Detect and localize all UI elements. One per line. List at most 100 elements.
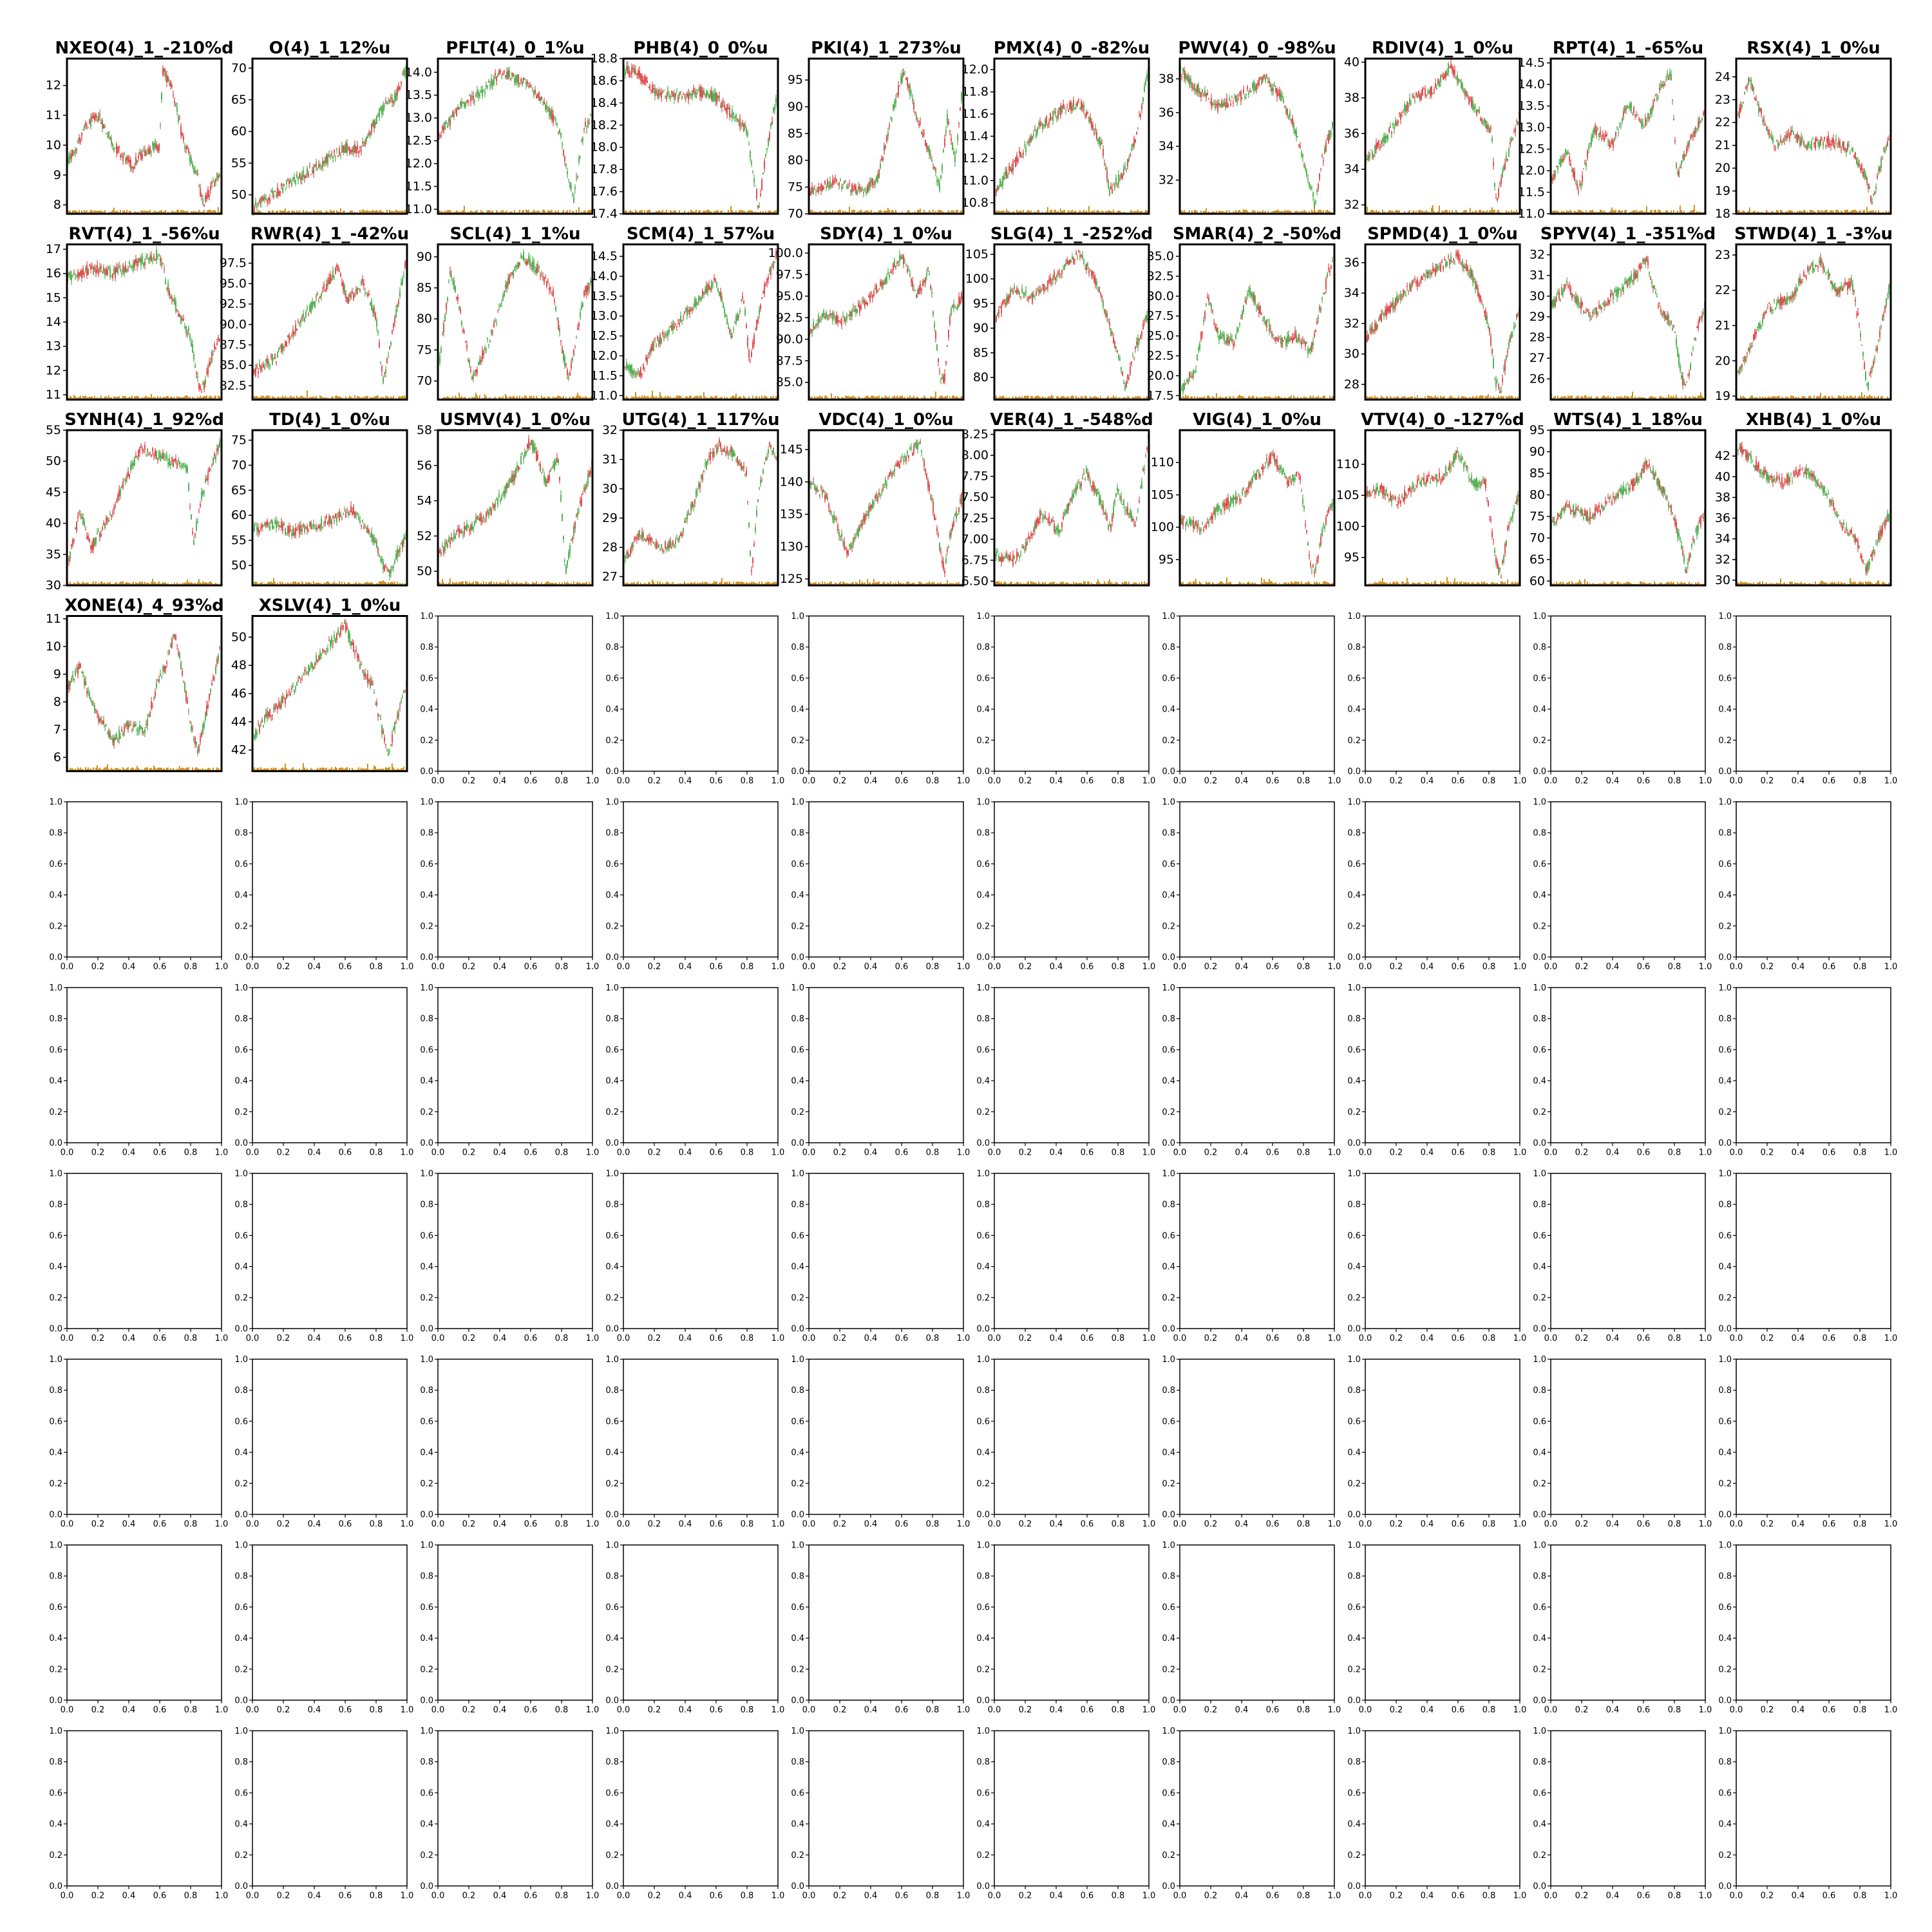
volume-bar — [197, 396, 198, 400]
volume-bar — [761, 395, 762, 400]
candle-body — [1862, 171, 1864, 176]
volume-bar — [402, 395, 403, 400]
candle-body — [1776, 140, 1777, 142]
ytick-label: 11.0 — [961, 173, 989, 187]
volume-bar — [474, 211, 475, 214]
volume-bar — [519, 209, 520, 214]
volume-bar — [1233, 211, 1234, 214]
volume-bar — [200, 211, 201, 214]
volume-bar — [1580, 210, 1582, 214]
volume-bar — [1189, 210, 1190, 214]
volume-bar — [1275, 210, 1276, 214]
candle-body — [1376, 143, 1377, 150]
volume-bar — [187, 211, 188, 214]
candle-body — [815, 191, 817, 193]
volume-bar — [464, 397, 465, 400]
candle-body — [510, 276, 511, 278]
volume-bar — [1320, 209, 1321, 214]
volume-bar — [889, 210, 890, 214]
volume-bar — [1513, 211, 1515, 214]
candle-body — [1381, 141, 1382, 144]
volume-bar — [828, 211, 829, 214]
volume-bar — [555, 210, 556, 214]
candle-body — [388, 355, 389, 357]
candle-body — [1377, 142, 1378, 147]
volume-bar — [272, 210, 273, 214]
volume-bar — [273, 397, 274, 400]
volume-bar — [586, 396, 587, 400]
volume-bar — [1409, 210, 1410, 214]
volume-bar — [113, 207, 115, 214]
volume-bar — [475, 211, 477, 214]
ytick-label: 10 — [46, 138, 61, 152]
candle-body — [1739, 108, 1740, 118]
candle-body — [198, 383, 200, 389]
candle-body — [875, 180, 876, 185]
volume-bar — [1078, 211, 1079, 214]
candle-body — [128, 269, 129, 270]
ytick-label: 18.2 — [591, 118, 618, 132]
volume-bar — [720, 397, 721, 400]
volume-bar — [873, 211, 875, 214]
candle-body — [1240, 91, 1242, 102]
candle-body — [662, 92, 663, 93]
volume-bar — [321, 211, 322, 214]
candle-body — [1234, 97, 1235, 99]
candle-body — [108, 131, 109, 137]
volume-bar — [144, 397, 146, 400]
candle-body — [319, 164, 321, 167]
candle-body — [1672, 100, 1673, 101]
candle-body — [1512, 137, 1513, 140]
candle-body — [322, 161, 323, 167]
candle-body — [905, 78, 907, 80]
volume-bar — [641, 210, 643, 214]
candle-body — [116, 267, 117, 272]
volume-bar — [677, 395, 679, 400]
candle-body — [567, 370, 568, 375]
candle-body — [1229, 98, 1230, 101]
volume-bar — [316, 211, 317, 214]
volume-bar — [1137, 209, 1139, 214]
volume-bar — [204, 209, 205, 214]
volume-bar — [294, 211, 295, 214]
volume-bar — [334, 210, 335, 214]
volume-bar — [352, 211, 353, 214]
candle-body — [374, 120, 375, 129]
volume-bar — [1064, 209, 1065, 214]
candle-body — [1057, 111, 1059, 118]
ytick-label: 12.5 — [1518, 142, 1545, 156]
candle-body — [1006, 169, 1007, 178]
volume-bar — [368, 211, 370, 214]
candle-body — [206, 194, 207, 200]
candle-body — [1752, 84, 1753, 91]
volume-bar — [451, 211, 452, 214]
candle-body — [337, 266, 339, 270]
volume-bar — [645, 396, 647, 400]
candle-body — [486, 85, 487, 88]
candle-body — [380, 107, 381, 109]
volume-bar — [1413, 210, 1414, 214]
volume-bar — [388, 396, 389, 400]
volume-bar — [1096, 211, 1097, 214]
candle-body — [1374, 146, 1376, 154]
candle-body — [393, 100, 394, 103]
candle-body — [1310, 186, 1311, 189]
volume-bar — [129, 211, 130, 214]
volume-bar — [1267, 211, 1269, 214]
candle-body — [1623, 111, 1624, 117]
volume-bar — [699, 210, 701, 214]
candle-body — [392, 97, 393, 104]
candle-body — [644, 76, 645, 85]
volume-bar — [1870, 211, 1871, 214]
candle-body — [1577, 184, 1578, 187]
candle-body — [483, 353, 484, 355]
volume-bar — [1097, 210, 1099, 214]
candle-body — [107, 135, 108, 138]
volume-bar — [1220, 211, 1221, 214]
candle-body — [76, 277, 77, 278]
ytick-label: 11.4 — [961, 129, 989, 144]
volume-bar — [698, 397, 699, 400]
candle-body — [1255, 85, 1256, 91]
candle-body — [585, 287, 586, 292]
candle-body — [674, 93, 675, 100]
